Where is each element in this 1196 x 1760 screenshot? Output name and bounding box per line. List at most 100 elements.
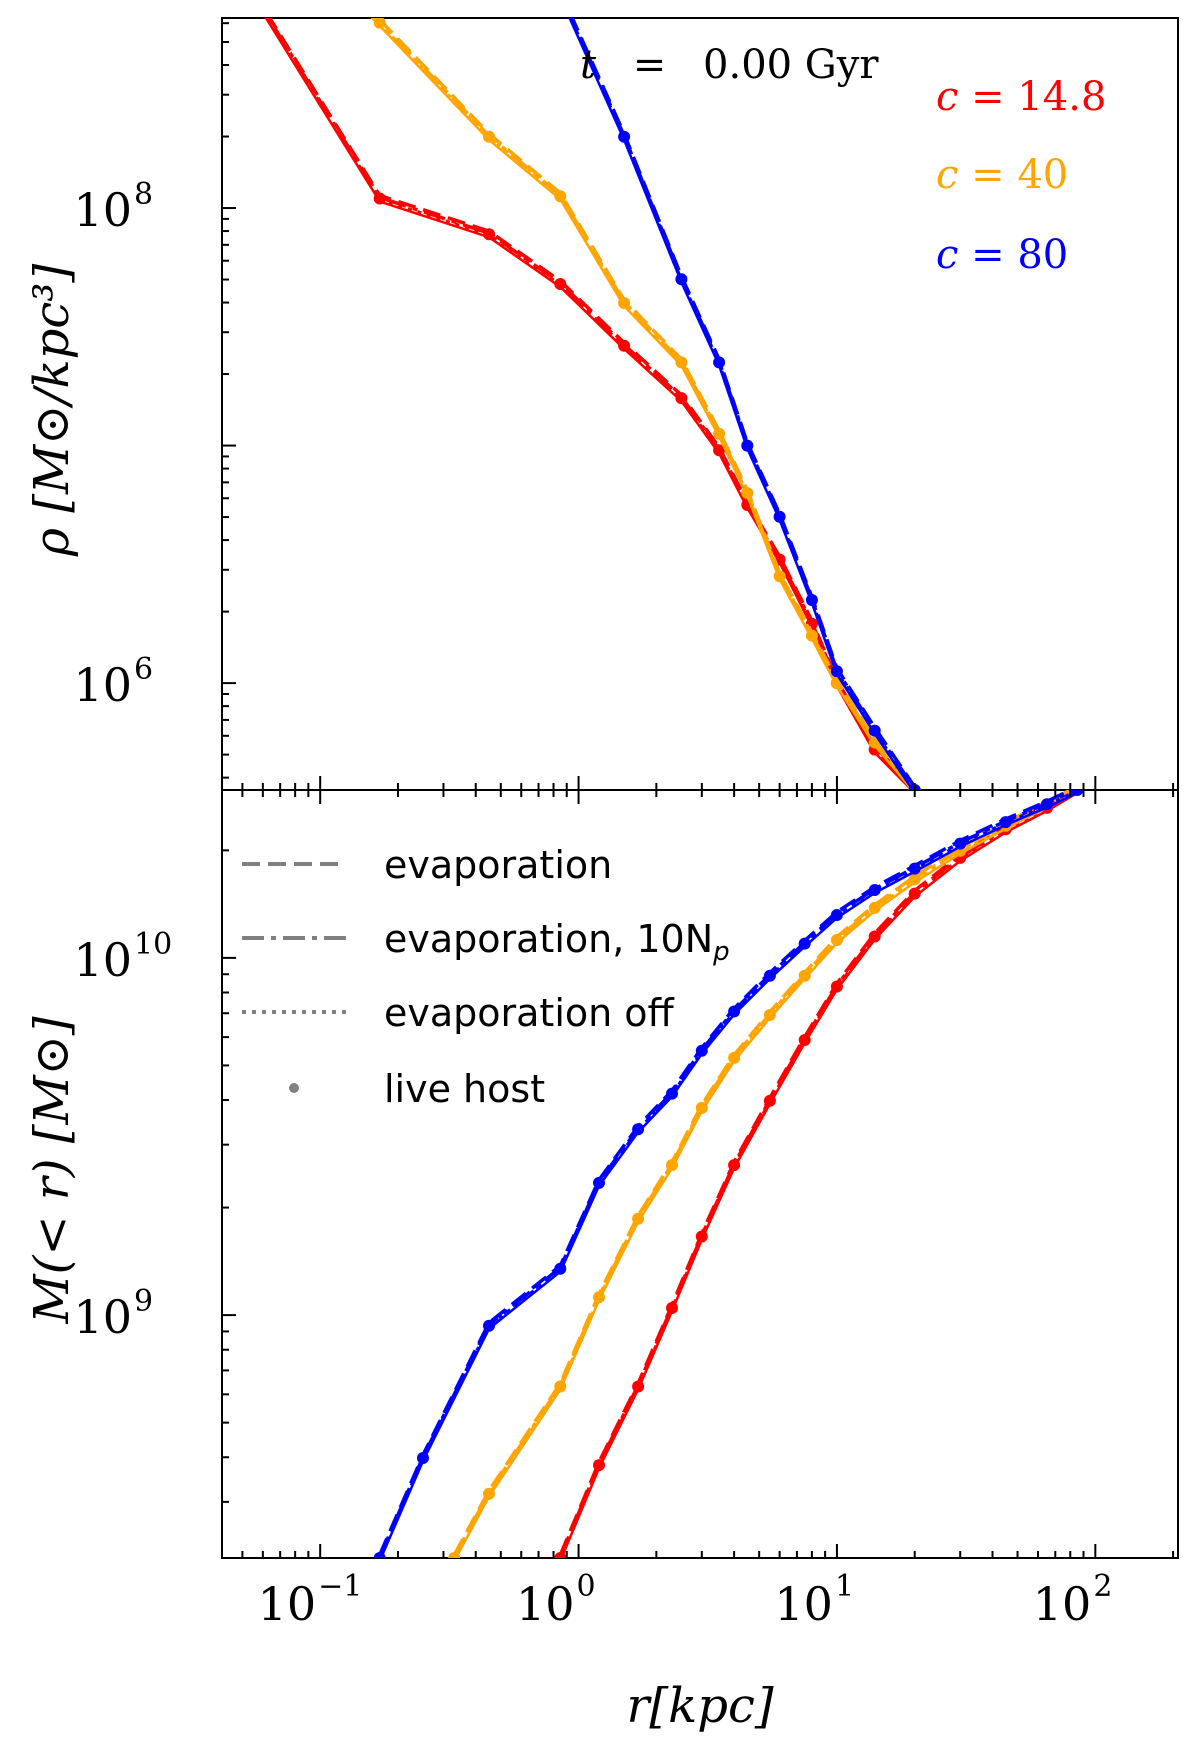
top-series-0-point-1 [373,192,386,205]
bottom-ytick-exp-0: 9 [134,1284,153,1319]
bottom-series-2-point-8 [728,1005,741,1018]
top-series-2-point-5 [675,273,688,286]
bottom-series-1-line-2 [452,790,1078,1558]
top-series-0-point-5 [675,392,688,405]
bottom-series-2-point-15 [999,816,1012,829]
top-series-2-line-1 [569,18,917,790]
bottom-series-0-point-0 [554,1552,567,1558]
bottom-series-0-point-1 [593,1459,605,1472]
top-series-1-line-1 [373,18,917,790]
top-plot-area [264,18,921,790]
bottom-series-0-line-1 [558,790,1078,1558]
xtick-label-3: 10 [1033,1577,1092,1631]
top-ytick-label-0: 10 [73,658,132,712]
bottom-series-1-point-10 [830,934,843,946]
legend-c-blue-value: 80 [1017,232,1068,278]
bottom-series-2-line-2 [378,790,1078,1558]
xtick-label-0: 10 [258,1577,317,1631]
bottom-series-2-point-1 [417,1452,429,1464]
top-series-0-point-2 [483,228,495,241]
time-annotation: t = 0.00 Gyr [580,42,879,88]
top-ytick-exp-0: 6 [134,652,153,687]
bottom-series-0-point-6 [763,1094,776,1107]
bottom-series-1-point-4 [632,1212,645,1225]
bottom-series-0-point-9 [868,930,881,943]
legend-marker-label: live host [384,1067,545,1111]
bottom-series-1-line-0 [452,790,1075,1556]
top-series-0-point-4 [618,339,631,352]
top-series-2-point-10 [830,665,843,678]
time-value: 0.00 Gyr [703,42,879,88]
bottom-panel-frame [221,789,1179,1559]
top-y-axis-label: ρ [M⊙/kpc³] [24,264,80,558]
top-series-0-line-3 [264,18,914,790]
top-series-2-point-4 [618,130,631,143]
bottom-ytick-label-1: 10 [73,933,132,987]
xtick-exp-3: 2 [1093,1569,1112,1604]
bottom-series-1-point-0 [448,1552,461,1558]
top-series-1-point-6 [713,427,726,440]
bottom-series-2-point-16 [1041,798,1053,811]
legend-c-orange-eq: c = [936,152,1017,198]
bottom-series-1-point-1 [483,1487,495,1500]
bottom-series-2-point-12 [868,884,881,896]
legend-c-red: c = 14.8 [936,74,1106,120]
top-series-2-point-11 [868,724,881,737]
bottom-series-2-point-2 [483,1319,495,1332]
legend-c-blue-eq: c = [936,232,1017,278]
legend-dashdot-sub: p [712,937,730,967]
bottom-series-2-point-11 [830,909,843,921]
top-series-0-line-1 [266,18,916,790]
bottom-series-2-line-3 [379,791,1078,1558]
top-panel-frame [221,17,1179,791]
bottom-series-0-line-0 [558,790,1076,1556]
top-series-1-point-3 [554,190,567,203]
x-axis-label: r[kpc] [626,1678,773,1734]
bottom-series-1-point-2 [554,1380,567,1393]
bottom-series-0-point-8 [830,980,843,993]
bottom-series-2-point-10 [798,937,811,950]
top-series-2-point-9 [805,594,818,606]
legend-dotted-label: evaporation off [384,991,675,1035]
bottom-series-2-point-17 [1071,790,1084,796]
bottom-plot-area [373,790,1084,1558]
time-symbol: t [580,42,597,88]
top-series-1-point-2 [483,130,495,143]
bottom-series-2-point-9 [763,969,776,982]
bottom-ytick-label-0: 10 [73,1290,132,1344]
bottom-series-0-point-3 [666,1302,678,1314]
top-series-0-point-6 [713,444,726,457]
bottom-series-2-point-6 [666,1087,678,1100]
style-legend: evaporation evaporation, 10Np evaporatio… [242,843,730,1111]
bottom-series-0-point-5 [728,1159,741,1172]
bottom-series-1-point-11 [868,901,881,914]
top-series-2-line-0 [570,18,917,788]
bottom-series-1-point-9 [798,969,811,982]
bottom-series-1-point-12 [908,873,921,886]
bottom-series-2-point-13 [908,862,921,875]
top-series-1-point-7 [741,487,754,500]
bottom-series-1-line-1 [452,790,1078,1558]
top-series-1-point-9 [805,629,818,642]
top-series-1-line-2 [371,18,917,790]
legend-dashed-label: evaporation [384,843,612,887]
top-series-1-point-5 [675,356,688,369]
top-series-0-line-2 [265,18,916,790]
legend-c-orange: c = 40 [936,152,1068,198]
top-series-2-line-2 [568,18,917,790]
bottom-series-group [373,790,1084,1558]
bottom-series-2-line-1 [378,790,1078,1558]
top-ytick-label-1: 10 [73,183,132,237]
bottom-series-2-point-0 [373,1552,386,1558]
top-series-1-point-1 [373,18,386,29]
bottom-series-2-point-5 [632,1123,645,1136]
bottom-series-0-line-2 [558,790,1078,1558]
top-series-2-point-6 [713,356,726,369]
legend-c-blue: c = 80 [936,232,1068,278]
top-series-1-point-4 [618,297,631,309]
top-series-2-point-8 [773,510,786,523]
bottom-series-1-point-3 [593,1291,605,1304]
bottom-series-0-point-10 [908,887,921,900]
